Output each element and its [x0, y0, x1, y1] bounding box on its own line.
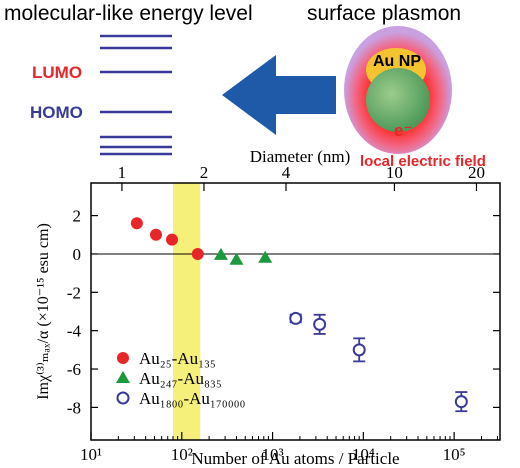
y-tick-label: 2	[73, 207, 82, 226]
y-axis-label: Imχ⁽³⁾ₘₐₓ/α (×10⁻¹⁵ esu cm)	[35, 223, 52, 400]
x-tick-label: 10⁵	[443, 445, 466, 464]
x-tick-label: 10³	[262, 445, 284, 464]
electron-label: e⁻	[394, 121, 412, 140]
x-tick-label: 10²	[171, 445, 193, 464]
homo-label: HOMO	[30, 103, 83, 122]
y-tick-label: -6	[67, 360, 81, 379]
data-point	[130, 217, 143, 230]
data-point	[150, 228, 163, 241]
x2-tick-label: 10	[386, 163, 403, 182]
x2-tick-label: 1	[118, 163, 127, 182]
highlight-band	[172, 183, 201, 440]
data-point	[258, 250, 273, 263]
legend-label: Au₂₅-Au₁₃₅	[139, 349, 216, 368]
data-point	[229, 252, 244, 265]
energy-levels	[100, 34, 172, 156]
left-title: molecular-like energy level	[4, 2, 253, 25]
field-label: local electric field	[360, 153, 486, 170]
particle-core	[366, 68, 430, 132]
legend-marker	[117, 352, 129, 364]
data-point	[313, 317, 327, 331]
x-tick-label: 10⁴	[352, 445, 375, 464]
data-point	[191, 247, 204, 260]
x2-tick-label: 2	[200, 163, 209, 182]
plot-frame	[90, 182, 501, 441]
x-tick-label: 10¹	[80, 445, 102, 464]
data-point	[454, 395, 468, 409]
arrow	[222, 55, 336, 135]
lumo-label: LUMO	[32, 63, 82, 82]
legend-label: Au₂₄₇-Au₈₃₅	[139, 369, 222, 388]
y-tick-label: -2	[67, 283, 81, 302]
data-point	[352, 343, 366, 357]
x-axis-label: Number of Au atoms / Particle	[191, 449, 399, 468]
data-point	[289, 311, 303, 325]
legend-marker	[116, 391, 130, 405]
y-tick-label: -8	[67, 398, 81, 417]
particle-label: Au NP	[373, 53, 421, 70]
x2-axis-label: Diameter (nm)	[250, 147, 351, 166]
y-tick-label: 0	[73, 245, 82, 264]
data-point	[165, 233, 178, 246]
data-point	[213, 247, 228, 260]
right-title: surface plasmon	[307, 2, 461, 25]
y-tick-label: -4	[67, 322, 82, 341]
x2-tick-label: 4	[282, 163, 291, 182]
legend-marker	[116, 371, 130, 383]
legend-label: Au₁₈₀₀-Au₁₇₀₀₀₀	[139, 389, 246, 408]
x2-tick-label: 20	[468, 163, 485, 182]
